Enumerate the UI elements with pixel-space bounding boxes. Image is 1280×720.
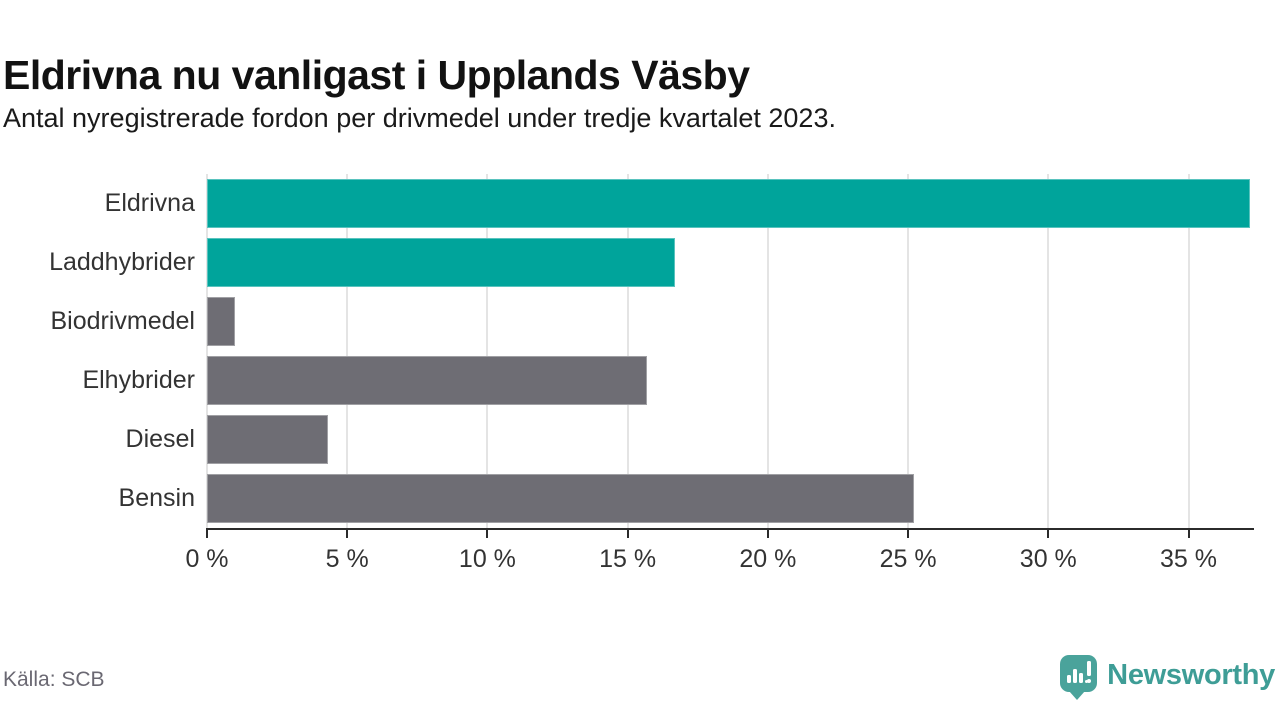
chart-subtitle: Antal nyregistrerade fordon per drivmede… <box>3 103 836 133</box>
tick-label: 5 % <box>325 545 369 573</box>
gridline-10 <box>486 174 489 528</box>
tick-mark-35 <box>1187 530 1190 538</box>
tick-mark-20 <box>766 530 769 538</box>
chart-title: Eldrivna nu vanligast i Upplands Väsby <box>3 52 750 99</box>
category-label: Laddhybrider <box>49 248 195 276</box>
tick-mark-15 <box>626 530 629 538</box>
tick-label: 35 % <box>1160 545 1217 573</box>
source-note: Källa: SCB <box>3 668 105 691</box>
gridline-35 <box>1187 174 1190 528</box>
bar <box>207 474 914 523</box>
gridline-30 <box>1047 174 1050 528</box>
category-label: Eldrivna <box>104 189 195 217</box>
tick-mark-30 <box>1047 530 1050 538</box>
gridline-20 <box>766 174 769 528</box>
bar <box>207 179 1251 228</box>
tick-label: 15 % <box>599 545 657 573</box>
gridline-5 <box>346 174 349 528</box>
gridline-25 <box>907 174 910 528</box>
gridline-0 <box>206 174 208 528</box>
category-label: Biodrivmedel <box>50 307 195 335</box>
bar <box>207 415 328 464</box>
category-label: Diesel <box>125 425 195 453</box>
category-label: Bensin <box>118 484 195 512</box>
tick-label: 25 % <box>879 545 937 573</box>
tick-label: 20 % <box>739 545 797 573</box>
tick-mark-25 <box>907 530 910 538</box>
tick-mark-0 <box>206 530 208 538</box>
bar <box>207 238 676 287</box>
newsworthy-wordmark: Newsworthy <box>1107 659 1275 691</box>
newsworthy-logo: Newsworthy <box>1060 655 1275 700</box>
bar-chart-speech-bubble-icon <box>1060 655 1098 700</box>
x-axis-line <box>206 528 1254 530</box>
tick-mark-5 <box>346 530 349 538</box>
bar <box>207 356 648 405</box>
tick-label: 30 % <box>1019 545 1077 573</box>
bar <box>207 297 236 346</box>
category-label: Elhybrider <box>82 366 195 394</box>
tick-mark-10 <box>486 530 489 538</box>
gridline-15 <box>626 174 629 528</box>
tick-label: 10 % <box>458 545 516 573</box>
tick-label: 0 % <box>185 545 229 573</box>
